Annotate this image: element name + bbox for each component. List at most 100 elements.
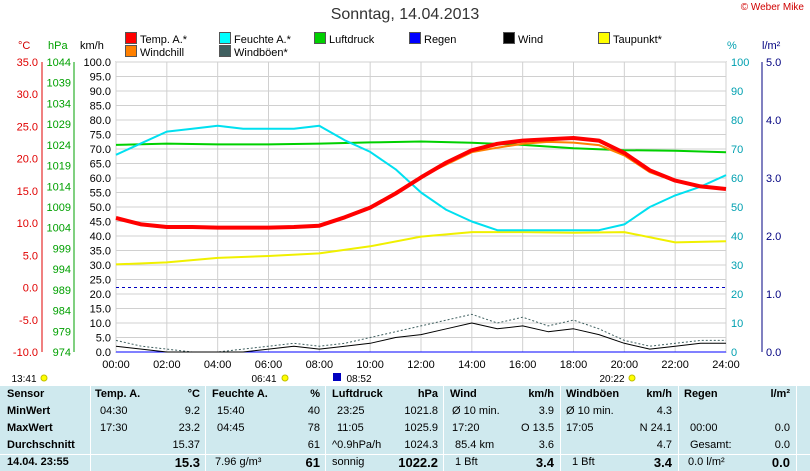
legend-label: Temp. A.*: [140, 34, 188, 46]
row-label: MaxWert: [7, 422, 53, 434]
wind-tick-label: 15.0: [90, 304, 111, 316]
header-gust: Windböen: [566, 388, 620, 400]
x-tick-label: 02:00: [153, 359, 181, 371]
rain-label: Gesamt:: [690, 439, 732, 451]
humidity-tick-label: 40: [731, 231, 743, 243]
x-tick-label: 18:00: [560, 359, 588, 371]
pressure-tick-label: 1014: [47, 181, 71, 193]
press-value: 1022.2: [398, 455, 438, 470]
temp-tick-label: 25.0: [17, 121, 38, 133]
wind-tick-label: 80.0: [90, 115, 111, 127]
humidity-tick-label: 20: [731, 289, 743, 301]
header-wind-unit: km/h: [528, 388, 554, 400]
x-tick-label: 20:00: [611, 359, 639, 371]
humidity-tick-label: 10: [731, 318, 743, 330]
table-row-avg: Durchschnitt 15.37 61 ^0.9hPa/h 1024.3 8…: [0, 437, 810, 454]
table-row-current: 14.04. 23:55 15.3 7.96 g/m³ 61 sonnig 10…: [0, 454, 810, 471]
x-tick-label: 14:00: [458, 359, 486, 371]
humidity-tick-label: 0: [731, 347, 737, 359]
series-windb-en: [115, 313, 726, 353]
table-separator: [325, 386, 326, 471]
legend-temp: Temp. A.*: [125, 32, 187, 46]
gust-value: 4.3: [656, 405, 672, 417]
legend-label: Feuchte A.*: [234, 34, 291, 46]
legend-label: Luftdruck: [329, 34, 375, 46]
rain-tick-label: 3.0: [766, 173, 781, 185]
wind-tick-label: 35.0: [90, 246, 111, 258]
wind-tick-label: 85.0: [90, 101, 111, 113]
rain-value: 0.0: [774, 422, 790, 434]
gust-time: 17:05: [566, 422, 594, 434]
pressure-tick-label: 1019: [47, 161, 71, 173]
series-wind: [115, 322, 726, 353]
legend-dewpoint: Taupunkt*: [598, 32, 662, 46]
pressure-tick-label: 1009: [47, 202, 71, 214]
wind-time: 17:20: [452, 422, 480, 434]
x-tick-label: 22:00: [661, 359, 689, 371]
hum-time: 04:45: [217, 422, 245, 434]
header-temp-unit: °C: [187, 388, 200, 400]
hum-value: 61: [305, 455, 320, 470]
legend-label: Windböen*: [234, 47, 288, 59]
pressure-tick-label: 994: [53, 264, 71, 276]
press-weather: sonnig: [332, 456, 365, 468]
table-separator: [205, 386, 206, 471]
header-sensor: Sensor: [7, 388, 45, 400]
x-tick-label: 00:00: [102, 359, 130, 371]
legend-swatch: [598, 32, 610, 44]
gust-time: Ø 10 min.: [566, 405, 614, 417]
pressure-tick-label: 1044: [47, 57, 71, 69]
legend-swatch: [409, 32, 421, 44]
rain-tick-label: 2.0: [766, 231, 781, 243]
header-pressure-unit: hPa: [417, 388, 438, 400]
legend-swatch: [125, 45, 137, 57]
temp-value: 9.2: [184, 405, 200, 417]
wind-tick-label: 60.0: [90, 173, 111, 185]
press-time: 11:05: [337, 422, 364, 434]
pressure-tick-label: 1024: [47, 140, 71, 152]
header-rain: Regen: [684, 388, 718, 400]
row-label: 14.04. 23:55: [7, 456, 69, 468]
x-tick-label: 10:00: [356, 359, 384, 371]
stats-table: Sensor Temp. A. °C Feuchte A. % Luftdruc…: [0, 386, 810, 471]
temp-tick-label: 5.0: [23, 250, 38, 262]
series-layer: [115, 124, 727, 353]
wind-tick-label: 0.0: [96, 347, 111, 359]
humidity-tick-label: 90: [731, 86, 743, 98]
temp-time: 04:30: [100, 405, 128, 417]
x-tick-label: 12:00: [407, 359, 435, 371]
temp-tick-label: 35.0: [17, 57, 38, 69]
moon-icon: [333, 373, 341, 381]
pressure-tick-label: 999: [53, 243, 71, 255]
wind-tick-label: 70.0: [90, 144, 111, 156]
legend-label: Windchill: [140, 47, 185, 59]
hum-value: 61: [307, 439, 320, 451]
wind-tick-label: 5.0: [96, 333, 111, 345]
marker-sunset: 20:22: [599, 374, 624, 385]
legend-swatch: [219, 32, 231, 44]
sun-icon: [281, 374, 289, 382]
press-time: 23:25: [337, 405, 365, 417]
gust-bft: 1 Bft: [572, 456, 595, 468]
wind-tick-label: 50.0: [90, 202, 111, 214]
pressure-tick-label: 984: [53, 306, 71, 318]
legend-label: Regen: [424, 34, 457, 46]
humidity-tick-label: 30: [731, 260, 743, 272]
marker-sunrise: 06:41: [251, 374, 276, 385]
wind-distance: 85.4 km: [455, 439, 495, 451]
pressure-tick-label: 1034: [47, 98, 71, 110]
temp-tick-label: 0.0: [23, 283, 38, 295]
row-label: MinWert: [7, 405, 51, 417]
wind-tick-label: 10.0: [90, 318, 111, 330]
rain-tick-label: 0.0: [766, 347, 781, 359]
temp-value: 15.3: [174, 455, 200, 470]
hum-value: 78: [307, 422, 320, 434]
axes: 00:00 02:00 04:00 06:00 08:00 10:00 12:00 14:00…: [13, 57, 781, 371]
temp-tick-label: 15.0: [17, 186, 38, 198]
chart-title: Sonntag, 14.04.2013: [330, 6, 480, 23]
sun-icon: [628, 374, 636, 382]
wind-tick-label: 25.0: [90, 275, 111, 287]
wind-value: 3.9: [538, 405, 554, 417]
wind-value: 3.6: [538, 439, 554, 451]
